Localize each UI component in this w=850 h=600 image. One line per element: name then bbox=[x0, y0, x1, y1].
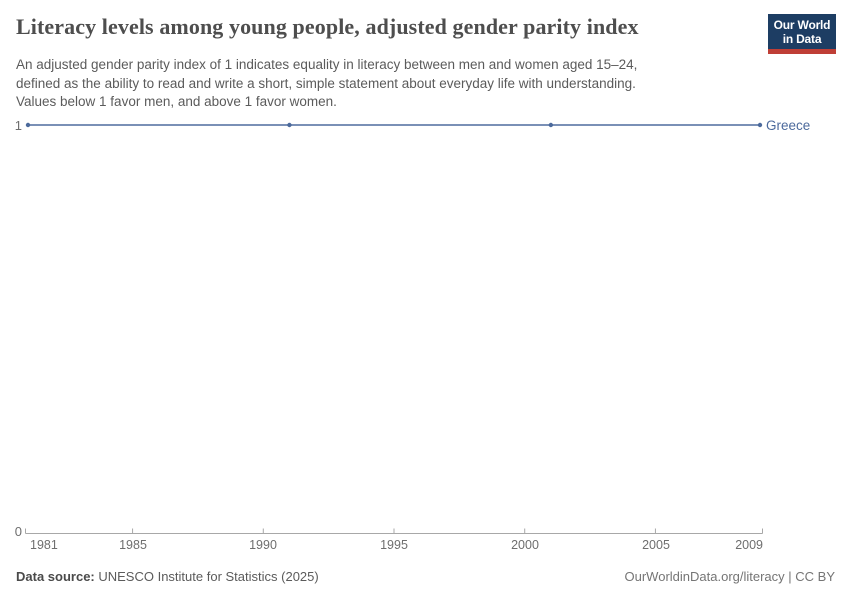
subtitle-line: An adjusted gender parity index of 1 ind… bbox=[16, 57, 638, 72]
data-source-value: UNESCO Institute for Statistics (2025) bbox=[94, 569, 319, 584]
x-axis-tick-label: 2000 bbox=[511, 538, 539, 552]
data-point-marker[interactable] bbox=[757, 122, 763, 128]
x-axis-tick-label: 1981 bbox=[30, 538, 58, 552]
chart-title: Literacy levels among young people, adju… bbox=[16, 14, 639, 39]
x-axis-tick-label: 1995 bbox=[380, 538, 408, 552]
subtitle-line: Values below 1 favor men, and above 1 fa… bbox=[16, 94, 337, 109]
x-axis-tick-label: 2009 bbox=[735, 538, 763, 552]
series-label-greece[interactable]: Greece bbox=[766, 118, 811, 133]
chart-subtitle: An adjusted gender parity index of 1 ind… bbox=[16, 56, 637, 112]
owid-url-license[interactable]: OurWorldinData.org/literacy | CC BY bbox=[624, 569, 835, 584]
data-point-marker[interactable] bbox=[25, 122, 31, 128]
x-axis-tick-label: 1990 bbox=[249, 538, 277, 552]
data-point-marker[interactable] bbox=[287, 122, 292, 128]
owid-logo-line1: Our World bbox=[773, 18, 831, 32]
y-axis-tick-label-1: 1 bbox=[14, 118, 22, 133]
data-source-label: Data source: bbox=[16, 569, 95, 584]
data-point-marker[interactable] bbox=[548, 122, 554, 128]
y-axis-tick-label-0: 0 bbox=[14, 524, 22, 539]
owid-logo[interactable]: Our World in Data bbox=[768, 14, 836, 54]
x-axis-tick-label: 2005 bbox=[642, 538, 670, 552]
data-source-note[interactable]: Data source: UNESCO Institute for Statis… bbox=[16, 569, 319, 584]
subtitle-line: defined as the ability to read and write… bbox=[16, 75, 636, 91]
owid-logo-line2: in Data bbox=[782, 31, 822, 46]
x-axis-tick-label: 1985 bbox=[119, 538, 147, 552]
